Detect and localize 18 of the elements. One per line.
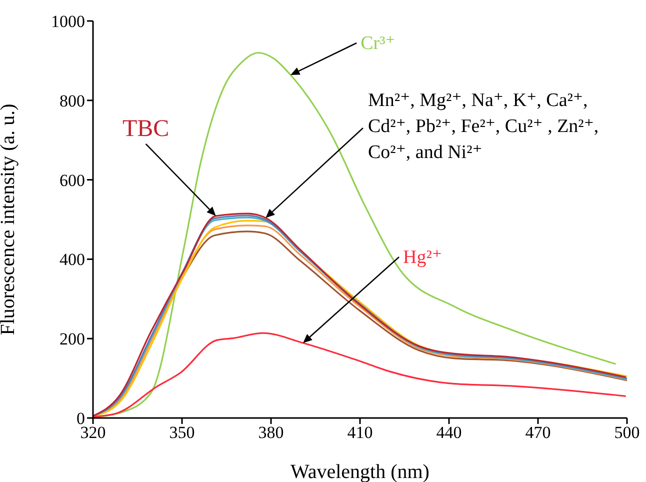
text: Cr³⁺ bbox=[360, 32, 396, 54]
x-tick-label: 500 bbox=[614, 423, 640, 442]
x-tick-label: 410 bbox=[347, 423, 373, 442]
text: TBC bbox=[122, 116, 170, 142]
y-tick-label: 800 bbox=[60, 91, 85, 110]
y-axis-title: Fluorescence intensity (a. u.) bbox=[0, 104, 20, 336]
x-tick-label: 380 bbox=[258, 423, 284, 442]
y-tick-label: 1000 bbox=[51, 12, 85, 32]
text: Hg²⁺ bbox=[403, 246, 442, 268]
y-tick-label: 600 bbox=[60, 170, 85, 190]
annotation: Mn²⁺, Mg²⁺, Na⁺, K⁺, Ca²⁺, Cd²⁺, Pb²⁺, Fe²⁺, Cu²⁺ , Zn²⁺, Co²⁺, and Ni²⁺ bbox=[368, 90, 599, 163]
x-tick-label: 440 bbox=[436, 423, 462, 442]
y-tick-label: 200 bbox=[60, 330, 85, 349]
x-axis-title: Wavelength (nm) bbox=[290, 461, 430, 482]
x-tick-label: 350 bbox=[169, 423, 195, 442]
x-tick-label: 320 bbox=[80, 423, 106, 442]
y-tick-label: 400 bbox=[60, 250, 85, 270]
x-tick-label: 470 bbox=[525, 423, 551, 442]
